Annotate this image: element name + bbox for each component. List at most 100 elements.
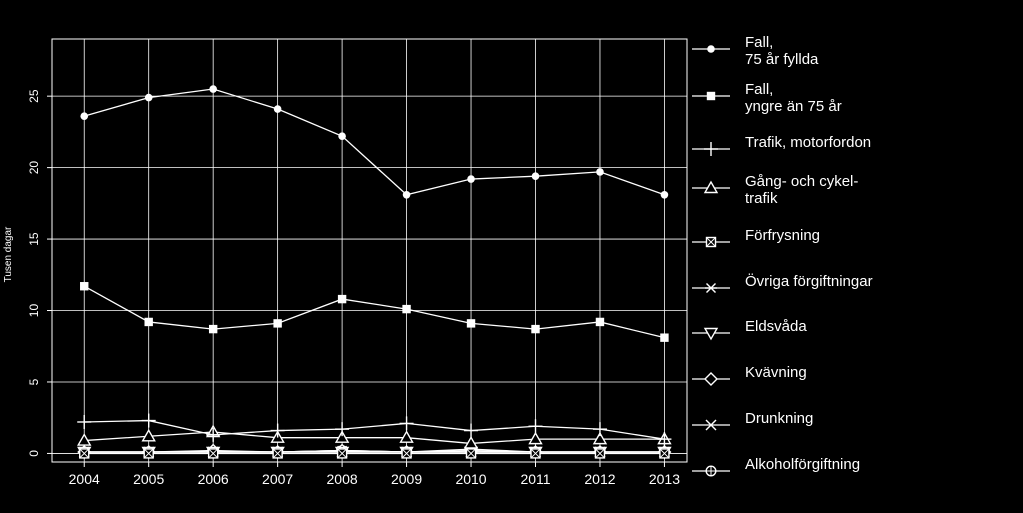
series-9	[78, 443, 670, 458]
marker-shape	[141, 428, 156, 442]
legend-label-line: Trafik, motorfordon	[745, 134, 871, 151]
data-point	[660, 190, 669, 199]
marker-shape	[77, 433, 92, 446]
data-point	[531, 172, 540, 180]
legend-marker	[706, 91, 716, 101]
data-point	[657, 432, 672, 447]
series-4	[79, 448, 670, 459]
data-point	[594, 448, 606, 459]
marker-shape	[80, 112, 89, 120]
legend-item: Förfrysning	[692, 227, 820, 248]
legend-label-line: Eldsvåda	[745, 318, 807, 335]
data-point	[463, 436, 479, 449]
x-tick-label: 2012	[584, 471, 615, 487]
data-point	[595, 317, 605, 327]
legend-label-line: Fall,	[745, 34, 773, 51]
marker-shape	[144, 93, 153, 102]
marker-shape	[703, 180, 719, 194]
legend-label: Trafik, motorfordon	[745, 134, 871, 151]
data-point	[80, 112, 89, 120]
data-point	[402, 190, 411, 199]
data-point	[80, 282, 89, 291]
marker-shape	[338, 132, 346, 140]
series-line	[84, 449, 665, 453]
x-tick-label: 2007	[262, 471, 293, 487]
data-point	[467, 175, 475, 183]
marker-shape	[272, 448, 283, 459]
data-point	[141, 413, 156, 428]
legend-label-line: Fall,	[745, 81, 773, 98]
y-tick-label: 20	[27, 161, 41, 175]
y-tick-label: 10	[27, 304, 41, 318]
marker-shape	[144, 317, 153, 327]
marker-shape	[595, 448, 605, 459]
marker-shape	[208, 324, 218, 334]
y-tick-label: 15	[27, 232, 41, 246]
legend-item: Övriga förgiftningar	[692, 272, 873, 293]
data-point	[208, 324, 218, 334]
legend-label: Gång- och cykel-trafik	[745, 173, 858, 207]
marker-shape	[705, 419, 717, 431]
marker-shape	[528, 431, 543, 445]
data-point	[399, 416, 414, 431]
marker-shape	[273, 105, 282, 113]
marker-shape	[466, 448, 476, 459]
marker-shape	[706, 237, 716, 247]
legend-marker	[705, 236, 717, 248]
x-tick-label: 2013	[649, 471, 680, 487]
data-point	[270, 423, 285, 438]
legend-label-line: Alkoholförgiftning	[745, 456, 860, 473]
data-point	[334, 430, 350, 443]
x-tick-label: 2009	[391, 471, 422, 487]
data-point	[660, 333, 669, 342]
series-2	[77, 413, 672, 447]
data-point	[596, 168, 604, 176]
legend-label-line: trafik	[745, 190, 778, 207]
x-tick-label: 2010	[455, 471, 486, 487]
legend-label: Kvävning	[745, 364, 807, 381]
legend-label: Alkoholförgiftning	[745, 456, 860, 473]
data-point	[206, 427, 221, 442]
legend-label: Drunkning	[745, 410, 813, 427]
marker-shape	[273, 319, 282, 328]
data-point	[273, 319, 282, 328]
x-tick-label: 2008	[327, 471, 358, 487]
y-axis-label: Tusen dagar	[3, 226, 14, 282]
legend-label-line: Drunkning	[745, 410, 813, 427]
legend-marker	[705, 283, 717, 293]
data-point	[272, 448, 283, 459]
series-group	[77, 85, 672, 460]
legend-marker	[707, 45, 715, 53]
marker-shape	[402, 190, 411, 199]
data-point	[464, 423, 479, 438]
legend-item: Kvävning	[692, 364, 807, 386]
marker-shape	[209, 85, 217, 93]
data-point	[337, 294, 347, 304]
grid-lines	[47, 39, 687, 467]
legend-label: Fall, yngre än 75 år	[745, 81, 842, 115]
legend-marker	[703, 327, 719, 341]
x-tick-label: 2005	[133, 471, 164, 487]
series-0	[80, 85, 669, 199]
legend-label-line: Övriga förgiftningar	[745, 272, 873, 290]
data-point	[141, 428, 156, 442]
marker-shape	[707, 45, 715, 53]
legend-marker	[705, 419, 717, 431]
marker-shape	[334, 430, 350, 443]
legend-marker	[703, 180, 719, 194]
marker-shape	[79, 448, 90, 459]
legend-item: Eldsvåda	[692, 318, 807, 341]
legend-label-line: yngre än 75 år	[745, 98, 842, 115]
data-point	[273, 105, 282, 113]
legend-item: Fall, 75 år fyllda	[692, 34, 819, 68]
marker-shape	[704, 372, 718, 386]
marker-shape	[399, 430, 414, 443]
marker-shape	[467, 175, 475, 183]
data-point	[144, 317, 153, 327]
marker-shape	[337, 448, 347, 459]
marker-shape	[660, 190, 669, 199]
marker-shape	[402, 304, 411, 314]
